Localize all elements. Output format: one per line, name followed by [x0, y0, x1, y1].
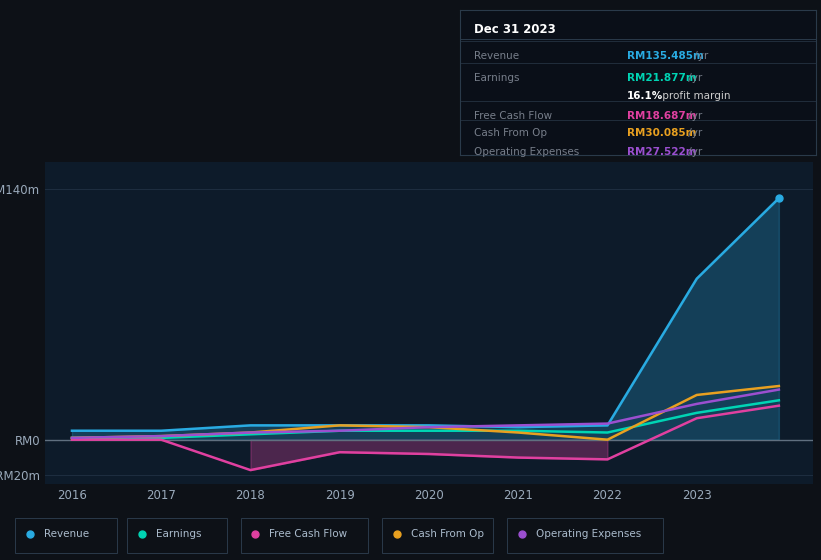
Text: Free Cash Flow: Free Cash Flow [269, 529, 347, 539]
Text: RM27.522m: RM27.522m [627, 147, 697, 157]
Text: /yr: /yr [685, 147, 702, 157]
Text: Dec 31 2023: Dec 31 2023 [474, 23, 556, 36]
Text: Earnings: Earnings [156, 529, 201, 539]
Text: Revenue: Revenue [474, 51, 519, 60]
Text: RM30.085m: RM30.085m [627, 128, 697, 138]
Text: /yr: /yr [685, 73, 702, 83]
Bar [507, 517, 663, 553]
Bar [127, 517, 227, 553]
Text: RM135.485m: RM135.485m [627, 51, 704, 60]
Text: Operating Expenses: Operating Expenses [474, 147, 580, 157]
Text: /yr: /yr [685, 128, 702, 138]
Text: RM21.877m: RM21.877m [627, 73, 697, 83]
Text: /yr: /yr [691, 51, 709, 60]
Text: Cash From Op: Cash From Op [474, 128, 547, 138]
Text: /yr: /yr [685, 111, 702, 121]
Text: Earnings: Earnings [474, 73, 520, 83]
Text: 16.1%: 16.1% [627, 91, 663, 101]
Text: Revenue: Revenue [44, 529, 89, 539]
Text: Operating Expenses: Operating Expenses [536, 529, 641, 539]
Text: Cash From Op: Cash From Op [410, 529, 484, 539]
Text: profit margin: profit margin [659, 91, 731, 101]
Text: Free Cash Flow: Free Cash Flow [474, 111, 553, 121]
Bar [382, 517, 493, 553]
Bar [15, 517, 117, 553]
Text: RM18.687m: RM18.687m [627, 111, 697, 121]
Bar [241, 517, 368, 553]
